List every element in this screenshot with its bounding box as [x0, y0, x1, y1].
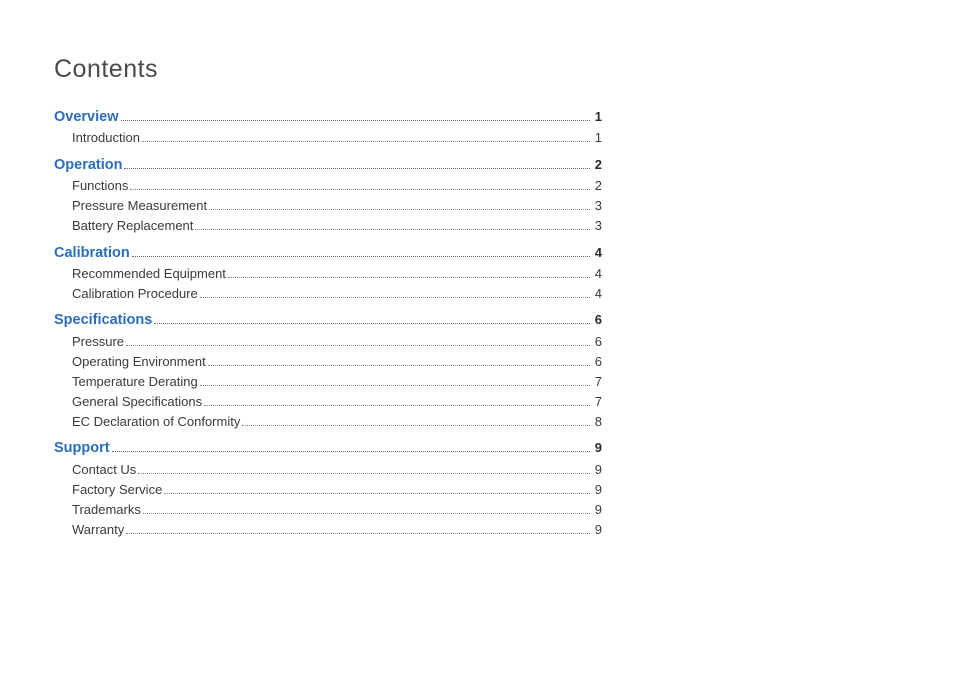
- toc-sub-row[interactable]: Battery Replacement 3: [54, 216, 602, 236]
- toc-sub-page: 9: [592, 480, 602, 500]
- toc-section-page: 2: [592, 155, 602, 175]
- toc-sub-label: Temperature Derating: [72, 372, 198, 392]
- toc-leader-dots: [208, 365, 590, 366]
- toc-leader-dots: [164, 493, 590, 494]
- toc-sub-page: 3: [592, 216, 602, 236]
- toc-sub-page: 8: [592, 412, 602, 432]
- toc-section: Specifications6Pressure6Operating Enviro…: [54, 309, 602, 432]
- toc-sub-page: 9: [592, 460, 602, 480]
- toc-sub-row[interactable]: Trademarks 9: [54, 500, 602, 520]
- toc-section-label[interactable]: Operation: [54, 154, 122, 176]
- toc-sub-page: 9: [592, 520, 602, 540]
- toc-leader-dots: [132, 256, 590, 257]
- toc-sub-label: Pressure: [72, 332, 124, 352]
- toc-sub-row[interactable]: Pressure 6: [54, 332, 602, 352]
- toc-sub-row[interactable]: Recommended Equipment 4: [54, 264, 602, 284]
- toc-sub-page: 3: [592, 196, 602, 216]
- toc-section-page: 6: [592, 310, 602, 330]
- toc-section-label[interactable]: Calibration: [54, 242, 130, 264]
- toc-leader-dots: [209, 209, 590, 210]
- toc-section-label[interactable]: Specifications: [54, 309, 152, 331]
- toc-sub-row[interactable]: Calibration Procedure 4: [54, 284, 602, 304]
- toc-sub-label: Contact Us: [72, 460, 136, 480]
- toc-sub-label: Introduction: [72, 128, 140, 148]
- toc-section: Operation2Functions2Pressure Measurement…: [54, 154, 602, 237]
- toc-sub-page: 2: [592, 176, 602, 196]
- toc-sub-page: 6: [592, 332, 602, 352]
- toc-section-row[interactable]: Overview 1: [54, 106, 602, 128]
- toc-section-row[interactable]: Support 9: [54, 437, 602, 459]
- toc-sub-row[interactable]: Operating Environment 6: [54, 352, 602, 372]
- toc-sub-row[interactable]: Warranty 9: [54, 520, 602, 540]
- toc-leader-dots: [204, 405, 590, 406]
- toc-sub-label: Factory Service: [72, 480, 162, 500]
- toc-sub-row[interactable]: Contact Us 9: [54, 460, 602, 480]
- toc-sub-row[interactable]: Factory Service 9: [54, 480, 602, 500]
- toc-leader-dots: [200, 385, 590, 386]
- toc-sub-row[interactable]: Temperature Derating 7: [54, 372, 602, 392]
- toc-sub-label: Warranty: [72, 520, 124, 540]
- toc-leader-dots: [200, 297, 590, 298]
- toc-title: Contents: [54, 55, 954, 84]
- toc-sub-page: 4: [592, 264, 602, 284]
- toc-sub-page: 6: [592, 352, 602, 372]
- toc-leader-dots: [142, 141, 590, 142]
- toc-sub-page: 9: [592, 500, 602, 520]
- toc-sub-label: EC Declaration of Conformity: [72, 412, 240, 432]
- toc-sub-page: 7: [592, 392, 602, 412]
- toc-leader-dots: [228, 277, 590, 278]
- toc-section-row[interactable]: Specifications 6: [54, 309, 602, 331]
- toc-sub-label: Recommended Equipment: [72, 264, 226, 284]
- toc-section-label[interactable]: Support: [54, 437, 110, 459]
- toc-leader-dots: [112, 451, 590, 452]
- toc-sub-page: 7: [592, 372, 602, 392]
- toc-section-page: 9: [592, 438, 602, 458]
- toc-leader-dots: [130, 189, 590, 190]
- toc-leader-dots: [126, 533, 590, 534]
- toc-sub-label: Operating Environment: [72, 352, 206, 372]
- toc-sub-row[interactable]: General Specifications 7: [54, 392, 602, 412]
- toc-sub-label: Functions: [72, 176, 128, 196]
- toc-sub-label: Battery Replacement: [72, 216, 193, 236]
- toc-sub-label: Trademarks: [72, 500, 141, 520]
- toc-leader-dots: [242, 425, 590, 426]
- toc-section-label[interactable]: Overview: [54, 106, 119, 128]
- toc-section-page: 4: [592, 243, 602, 263]
- toc-leader-dots: [195, 229, 590, 230]
- toc-section: Overview 1 Introduction 1: [54, 106, 602, 149]
- toc-container: Overview1Introduction1Operation2Function…: [54, 106, 602, 540]
- toc-leader-dots: [154, 323, 590, 324]
- toc-section-page: 1: [592, 107, 602, 127]
- toc-sub-label: Calibration Procedure: [72, 284, 198, 304]
- toc-sub-label: General Specifications: [72, 392, 202, 412]
- toc-sub-row[interactable]: Pressure Measurement 3: [54, 196, 602, 216]
- toc-sub-row[interactable]: Functions 2: [54, 176, 602, 196]
- toc-leader-dots: [121, 120, 591, 121]
- toc-sub-page: 4: [592, 284, 602, 304]
- toc-section: Calibration4Recommended Equipment4Calibr…: [54, 242, 602, 305]
- toc-leader-dots: [143, 513, 590, 514]
- toc-leader-dots: [138, 473, 590, 474]
- toc-sub-row[interactable]: Introduction 1: [54, 128, 602, 148]
- toc-sub-label: Pressure Measurement: [72, 196, 207, 216]
- toc-sub-row[interactable]: EC Declaration of Conformity 8: [54, 412, 602, 432]
- toc-leader-dots: [126, 345, 590, 346]
- toc-section-row[interactable]: Operation 2: [54, 154, 602, 176]
- toc-section: Support9Contact Us9Factory Service9Trade…: [54, 437, 602, 540]
- toc-sub-page: 1: [592, 128, 602, 148]
- toc-leader-dots: [124, 168, 590, 169]
- toc-section-row[interactable]: Calibration 4: [54, 242, 602, 264]
